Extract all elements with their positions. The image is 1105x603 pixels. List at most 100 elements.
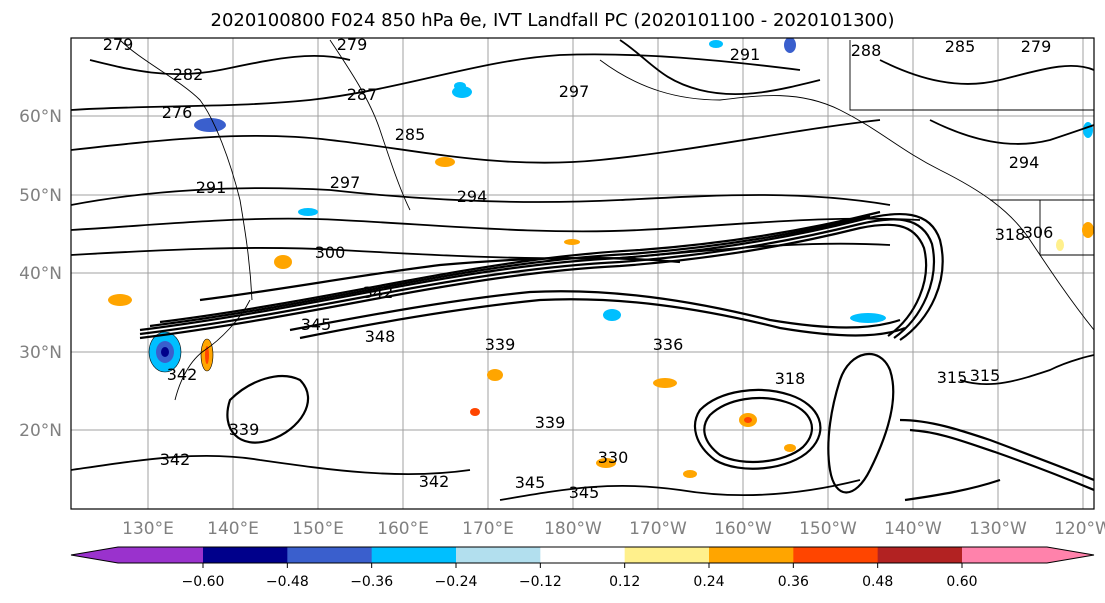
- colorbar-tick-label: −0.24: [435, 574, 478, 590]
- anomaly-blob-negative: [194, 118, 226, 132]
- anomaly-blob-positive: [1082, 222, 1094, 238]
- lon-label: 180°W: [544, 519, 602, 539]
- lon-label: 160°E: [377, 519, 429, 539]
- contour-label: 291: [730, 45, 761, 64]
- contour-label: 294: [457, 187, 488, 206]
- lon-label: 140°E: [207, 519, 259, 539]
- lon-label: 160°W: [714, 519, 772, 539]
- colorbar-segment-under: [71, 547, 203, 563]
- colorbar-segment: [456, 547, 541, 563]
- colorbar-segment: [709, 547, 794, 563]
- colorbar-segment: [793, 547, 879, 563]
- theta-e-contours: [71, 39, 1094, 501]
- anomaly-blob-positive: [470, 408, 480, 416]
- chart-title: 2020100800 F024 850 hPa θe, IVT Landfall…: [210, 10, 895, 31]
- anomaly-blob-negative: [1083, 122, 1093, 138]
- anomaly-blob-negative: [161, 347, 169, 357]
- anomaly-blob-positive: [205, 346, 209, 364]
- lon-label: 150°W: [799, 519, 857, 539]
- lat-label: 50°N: [19, 186, 62, 206]
- contour-label: 282: [173, 65, 204, 84]
- anomaly-blob-negative: [454, 82, 466, 90]
- graticule: [71, 38, 1094, 509]
- contour-labels: 279 282 279 288 291 297 287 285 285 279 276 294 291 2…: [103, 35, 1054, 502]
- contour-label: 345: [301, 315, 332, 334]
- lat-label: 60°N: [19, 107, 62, 127]
- contour-label: 315: [937, 368, 968, 387]
- anomaly-blob-negative: [603, 309, 621, 321]
- contour-label: 297: [559, 82, 590, 101]
- colorbar-outline: [70, 546, 1095, 564]
- contour-label: 297: [330, 173, 361, 192]
- colorbar-segment: [540, 547, 626, 563]
- anomaly-blob-positive: [435, 157, 455, 167]
- anomaly-blob-positive: [683, 470, 697, 478]
- lat-label: 40°N: [19, 264, 62, 284]
- longitude-labels: 130°E 140°E 150°E 160°E 170°E 180°W 170°W 160°W…: [122, 519, 1105, 539]
- contour-label: 318: [775, 369, 806, 388]
- anomaly-blob-positive: [108, 294, 132, 306]
- colorbar-tick-label: −0.48: [266, 574, 309, 590]
- colorbar-tick-label: 0.60: [946, 574, 977, 590]
- colorbar-tick-label: 0.36: [778, 574, 809, 590]
- map-frame: [70, 37, 1095, 510]
- anomaly-blob-positive: [744, 417, 752, 423]
- contour-label: 300: [315, 243, 346, 262]
- anomaly-blob-negative: [298, 208, 318, 216]
- colorbar-segment: [624, 547, 710, 563]
- colorbar-segment: [877, 547, 963, 563]
- anomaly-blob-positive: [564, 239, 580, 245]
- ivt-jet-contours: [139, 210, 1094, 502]
- colorbar-tick-label: 0.48: [862, 574, 893, 590]
- contour-label: 288: [851, 41, 882, 60]
- colorbar-segment: [287, 547, 373, 563]
- contour-label: 348: [365, 327, 396, 346]
- anomaly-blob-positive: [274, 255, 292, 269]
- colorbar-tick-label: −0.36: [350, 574, 393, 590]
- anomaly-blob-negative: [709, 40, 723, 48]
- contour-label: 339: [229, 420, 260, 439]
- contour-label: 345: [569, 483, 600, 502]
- colorbar-tick-label: −0.60: [182, 574, 225, 590]
- contour-label: 342: [160, 450, 191, 469]
- contour-label: 339: [485, 335, 516, 354]
- lon-label: 130°W: [969, 519, 1027, 539]
- contour-label: 285: [395, 125, 426, 144]
- contour-label: 336: [653, 335, 684, 354]
- contour-label: 276: [162, 103, 193, 122]
- colorbar: −0.60 −0.48 −0.36 −0.24 −0.12 0.12 0.24 0.36 0.4…: [70, 546, 1095, 590]
- contour-label: 342: [363, 283, 394, 302]
- lon-label: 170°W: [629, 519, 687, 539]
- contour-label: 279: [337, 35, 368, 54]
- anomaly-blob-positive: [596, 458, 616, 468]
- latitude-labels: 60°N 50°N 40°N 30°N 20°N: [19, 107, 62, 441]
- contour-label: 287: [347, 85, 378, 104]
- contour-label: 345: [515, 473, 546, 492]
- contour-label: 294: [1009, 153, 1040, 172]
- contour-label: 330: [598, 448, 629, 467]
- lon-label: 120°W: [1054, 519, 1105, 539]
- contour-label: 285: [945, 37, 976, 56]
- anomaly-blob-positive: [653, 378, 677, 388]
- contour-label: 279: [1021, 37, 1052, 56]
- contour-label: 291: [196, 178, 227, 197]
- colorbar-segment-over: [962, 547, 1094, 563]
- contour-label: 342: [419, 472, 450, 491]
- colorbar-tick-label: −0.12: [519, 574, 562, 590]
- anomaly-blob-negative: [784, 38, 796, 53]
- contour-label: 306: [1023, 223, 1054, 242]
- lon-label: 170°E: [462, 519, 514, 539]
- anomaly-blob-positive: [1056, 239, 1064, 251]
- anomaly-blob-positive: [784, 444, 796, 452]
- lat-label: 30°N: [19, 343, 62, 363]
- contour-label: 279: [103, 35, 134, 54]
- contour-label: 342: [167, 365, 198, 384]
- lon-label: 150°E: [292, 519, 344, 539]
- lat-label: 20°N: [19, 421, 62, 441]
- colorbar-tick-label: 0.24: [693, 574, 724, 590]
- anomaly-blob-positive: [487, 369, 503, 381]
- colorbar-segment: [371, 547, 457, 563]
- lon-label: 140°W: [884, 519, 942, 539]
- contour-label: 339: [535, 413, 566, 432]
